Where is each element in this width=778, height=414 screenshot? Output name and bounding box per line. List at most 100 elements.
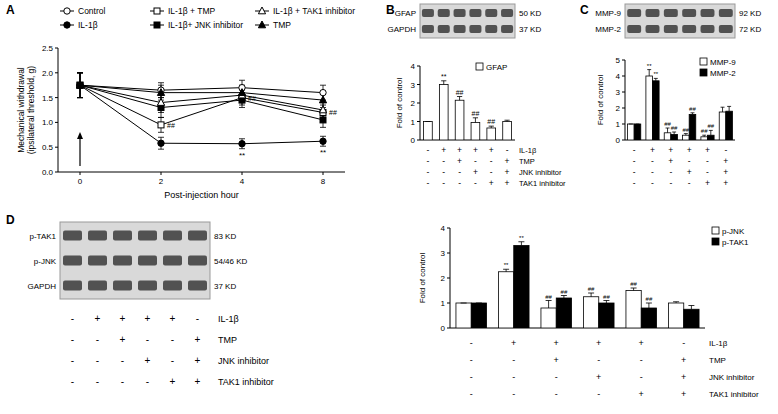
error-bar: [77, 73, 83, 98]
blot-band: [422, 9, 434, 17]
y-tick-label: 1: [616, 120, 621, 129]
y-tick-label: 2: [441, 274, 446, 283]
blot-band: [485, 25, 497, 33]
significance-mark: **: [441, 73, 447, 80]
treatment-sign: -: [706, 156, 709, 166]
error-bar: [588, 293, 594, 297]
blot-label: MMP-2: [595, 25, 621, 34]
blot-band: [63, 281, 82, 291]
legend-label: IL-1β+ JNK inhibitor: [168, 20, 243, 30]
treatment-sign: -: [426, 178, 429, 188]
y-tick: [55, 172, 58, 173]
blot-band: [469, 25, 481, 33]
data-point: [157, 99, 164, 106]
error-bar: [518, 242, 524, 246]
blot-band: [719, 25, 733, 33]
legend-swatch: [700, 69, 707, 76]
treatment-sign: -: [633, 145, 636, 155]
treatment-table: -++++-IL-1β--+--+TMP---+-+JNK inhibitor-…: [470, 338, 759, 399]
data-point: [76, 81, 83, 88]
blot-band: [163, 231, 182, 241]
bar: [599, 303, 614, 328]
plot-area: [628, 70, 733, 140]
significance-mark: ##: [248, 95, 256, 102]
error-bar: [473, 118, 478, 123]
significance-mark: ##: [588, 286, 595, 292]
error-bar: [635, 124, 639, 125]
bar: [471, 122, 480, 140]
error-bar: [688, 306, 694, 310]
blot-band: [138, 281, 157, 291]
error-bar: [77, 73, 83, 98]
treatment-sign: -: [640, 355, 643, 365]
treatment-sign: +: [681, 389, 686, 399]
blot-band: [188, 231, 207, 241]
bar: [719, 112, 726, 140]
treatment-sign: +: [441, 145, 446, 155]
series-line: [80, 85, 323, 125]
treatment-label: TAK1 inhibitor: [519, 179, 566, 188]
blot-band: [63, 256, 82, 266]
treatment-sign: -: [651, 178, 654, 188]
figure: A0.00.51.01.52.02.50248Post-injection ho…: [0, 0, 778, 414]
legend-label: p-TAK1: [722, 238, 749, 247]
treatment-sign: -: [426, 156, 429, 166]
treatment-sign: +: [554, 355, 559, 365]
y-tick: [447, 303, 450, 304]
treatment-sign: -: [442, 156, 445, 166]
error-bar: [684, 134, 688, 136]
blot-band: [501, 9, 513, 17]
treatment-sign: -: [555, 389, 558, 399]
data-point: [320, 89, 326, 95]
treatment-label: TMP: [218, 335, 237, 345]
y-tick: [55, 48, 58, 49]
blot-band: [485, 9, 497, 17]
significance-mark: ##: [707, 123, 714, 129]
data-point: [320, 117, 326, 123]
y-axis-label-line: (ipsilateral threshold, g): [26, 66, 36, 155]
treatment-sign: -: [442, 178, 445, 188]
treatment-sign: +: [705, 178, 710, 188]
blot-label: MMP-9: [595, 9, 621, 18]
error-bar: [476, 303, 482, 304]
y-tick-label: 4: [441, 224, 446, 233]
blot-band: [88, 231, 107, 241]
error-bar: [239, 85, 245, 100]
treatment-sign: +: [195, 355, 201, 366]
treatment-sign: -: [146, 334, 149, 345]
treatment-sign: -: [490, 156, 493, 166]
series-line: [80, 85, 323, 110]
error-bar: [546, 301, 552, 309]
panel-letter: D: [6, 213, 15, 227]
error-bar: [457, 97, 462, 101]
significance-mark: **: [519, 235, 524, 241]
treatment-sign: +: [120, 334, 126, 345]
significance-mark: ##: [167, 122, 175, 129]
treatment-label: JNK inhibitor: [218, 356, 269, 366]
blot-band: [88, 281, 107, 291]
series-line: [80, 85, 323, 144]
treatment-sign: +: [681, 355, 686, 365]
blot-size: 50 KD: [519, 9, 541, 18]
y-tick: [447, 278, 450, 279]
y-tick-label: 0.0: [42, 168, 54, 177]
y-tick: [55, 147, 58, 148]
treatment-sign: -: [121, 376, 124, 387]
treatment-sign: -: [196, 313, 199, 324]
treatment-sign: -: [458, 178, 461, 188]
significance-mark: **: [647, 63, 652, 69]
bar: [456, 303, 471, 328]
series-line: [80, 85, 323, 120]
y-tick: [417, 140, 420, 141]
significance-mark: ##: [646, 296, 653, 302]
treatment-sign: -: [474, 156, 477, 166]
x-axis: [450, 328, 705, 329]
treatment-sign: -: [688, 178, 691, 188]
injection-arrow-head: [77, 132, 83, 139]
blot-band: [422, 25, 434, 33]
y-tick-label: 2.0: [42, 69, 54, 78]
treatment-sign: +: [120, 313, 126, 324]
treatment-sign: -: [121, 355, 124, 366]
error-bar: [77, 73, 83, 98]
bar: [626, 291, 641, 329]
